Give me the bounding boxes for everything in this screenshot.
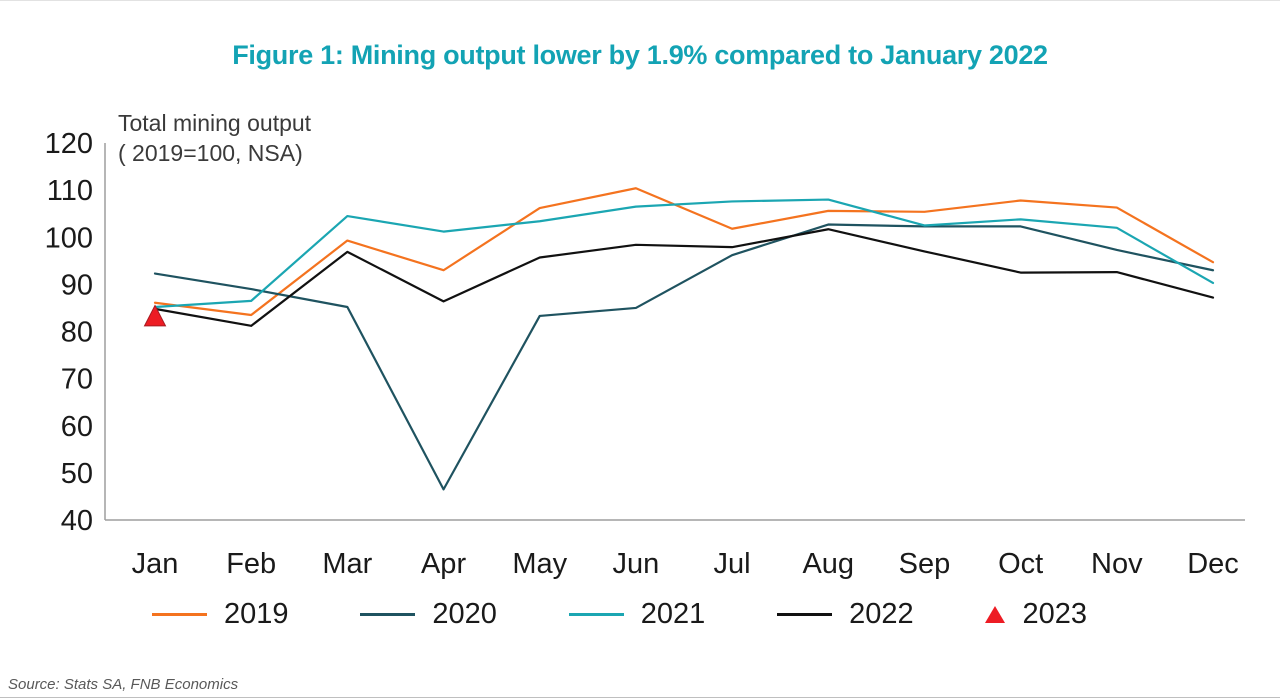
- x-tick-label-oct: Oct: [998, 548, 1043, 580]
- annotation-line-2: ( 2019=100, NSA): [118, 140, 303, 167]
- top-divider: [0, 0, 1280, 1]
- chart-legend: 2019 2020 2021 2022 2023: [152, 598, 1087, 631]
- x-tick-label-sep: Sep: [899, 548, 951, 580]
- legend-item-2021: 2021: [568, 598, 706, 631]
- figure-title: Figure 1: Mining output lower by 1.9% co…: [232, 40, 1048, 70]
- axis-unit-annotation: Total mining output ( 2019=100, NSA): [118, 108, 311, 169]
- series-line-2020: [153, 223, 1215, 491]
- source-note: Source: Stats SA, FNB Economics: [8, 676, 239, 693]
- legend-line-icon: [568, 613, 624, 616]
- x-tick-label-aug: Aug: [802, 548, 854, 580]
- y-tick-label: 60: [61, 411, 93, 443]
- annotation-line-1: Total mining output: [118, 110, 312, 136]
- legend-label: 2023: [1022, 598, 1087, 630]
- y-tick-label: 50: [61, 458, 93, 490]
- x-tick-label-mar: Mar: [322, 548, 372, 580]
- y-tick-label: 70: [61, 364, 93, 396]
- x-tick-label-feb: Feb: [226, 548, 276, 580]
- legend-line-icon: [777, 613, 833, 616]
- x-tick-label-apr: Apr: [421, 548, 466, 580]
- series-marker-2023: [143, 304, 167, 327]
- y-tick-label: 80: [61, 317, 93, 349]
- bottom-divider: [0, 697, 1280, 698]
- legend-label: 2019: [224, 598, 289, 630]
- x-tick-label-nov: Nov: [1091, 548, 1143, 580]
- legend-item-2023: 2023: [985, 598, 1087, 631]
- series-line-2021: [153, 198, 1215, 309]
- x-tick-label-jan: Jan: [132, 548, 179, 580]
- legend-label: 2020: [432, 598, 497, 630]
- y-tick-label: 120: [45, 128, 93, 160]
- legend-item-2022: 2022: [777, 598, 914, 631]
- y-tick-label: 90: [61, 269, 93, 301]
- legend-label: 2021: [640, 598, 706, 630]
- series-line-2019: [153, 187, 1215, 317]
- x-tick-label-may: May: [512, 548, 567, 580]
- series-line-2022: [153, 228, 1215, 327]
- x-tick-label-jun: Jun: [613, 548, 660, 580]
- y-tick-label: 110: [47, 175, 93, 207]
- legend-label: 2022: [849, 598, 914, 630]
- legend-line-icon: [152, 613, 207, 616]
- y-tick-label: 40: [61, 505, 93, 537]
- y-tick-label: 100: [45, 222, 93, 254]
- legend-item-2019: 2019: [152, 598, 289, 631]
- x-tick-label-jul: Jul: [714, 548, 751, 580]
- legend-line-icon: [360, 613, 416, 616]
- x-tick-label-dec: Dec: [1187, 548, 1239, 580]
- legend-triangle-icon: [985, 606, 1006, 623]
- legend-item-2020: 2020: [360, 598, 497, 631]
